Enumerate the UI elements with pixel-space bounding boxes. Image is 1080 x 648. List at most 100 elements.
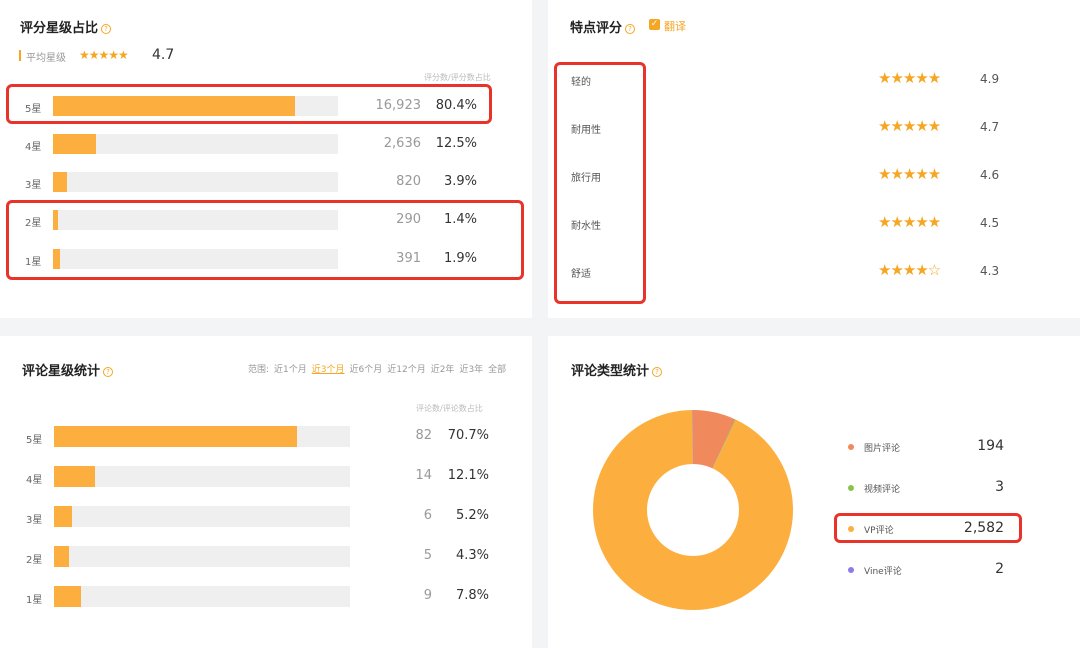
donut-hole <box>647 464 739 556</box>
stars-icon: ★★★★★ <box>878 213 941 231</box>
feature-label: 耐水性 <box>571 221 601 232</box>
row-count: 2,636 <box>383 136 421 151</box>
row-pct: 4.3% <box>455 548 489 563</box>
rating-share-title: 评分星级占比? <box>20 17 112 36</box>
features-title: 特点评分? <box>570 17 636 36</box>
help-icon[interactable]: ? <box>103 367 114 377</box>
feature-value: 4.3 <box>980 264 1000 278</box>
help-icon[interactable]: ? <box>652 367 663 377</box>
range-label: 范围: <box>248 365 270 375</box>
row-pct: 1.9% <box>443 251 477 266</box>
legend-dot <box>848 485 854 491</box>
row-label: 3星 <box>25 180 42 191</box>
feature-rating-panel <box>548 0 1080 318</box>
stars-icon: ★★★★☆ <box>878 261 941 279</box>
help-icon[interactable]: ? <box>625 24 636 34</box>
bar-fill <box>54 546 69 567</box>
row-count: 9 <box>423 588 432 603</box>
bar-fill <box>54 426 297 447</box>
row-label: 3星 <box>26 515 43 526</box>
range-option[interactable]: 近2年 <box>430 365 455 375</box>
row-pct: 12.1% <box>447 468 489 483</box>
row-label: 2星 <box>25 218 42 229</box>
row-pct: 7.8% <box>455 588 489 603</box>
avg-marker <box>19 50 21 61</box>
row-pct: 3.9% <box>443 174 477 189</box>
bar-track <box>54 506 350 527</box>
range-option[interactable]: 近3年 <box>459 365 484 375</box>
legend-value: 2,582 <box>963 520 1004 536</box>
review-type-donut <box>593 410 793 610</box>
range-option[interactable]: 近6个月 <box>349 365 383 375</box>
bar-fill <box>53 134 96 154</box>
feature-value: 4.7 <box>980 120 1000 134</box>
legend-label: 视频评论 <box>864 485 901 495</box>
help-icon[interactable]: ? <box>101 24 112 34</box>
row-pct: 80.4% <box>435 98 477 113</box>
avg-value: 4.7 <box>152 47 175 63</box>
feature-value: 4.5 <box>980 216 1000 230</box>
bar-fill <box>53 210 59 230</box>
row-label: 1星 <box>26 595 43 606</box>
row-pct: 70.7% <box>447 428 489 443</box>
bar-track <box>54 466 350 487</box>
row-pct: 5.2% <box>455 508 489 523</box>
review-stats-title: 评论星级统计? <box>22 360 114 379</box>
bar-track <box>53 249 338 269</box>
legend-label: 图片评论 <box>864 444 901 454</box>
range-option[interactable]: 近3个月 <box>311 365 345 375</box>
range-option[interactable]: 近1个月 <box>274 365 307 375</box>
rating-share-title-text: 评分星级占比 <box>20 21 99 36</box>
highlight-feature-labels <box>554 62 646 304</box>
bar-fill <box>53 96 296 116</box>
feature-value: 4.9 <box>980 72 1000 86</box>
translate-checkbox[interactable]: ✓ <box>649 19 660 30</box>
range-option[interactable]: 全部 <box>488 365 507 375</box>
bar-fill <box>53 172 68 192</box>
row-pct: 1.4% <box>443 212 477 227</box>
rating-share-hint: 评分数/评分数占比 <box>424 73 491 82</box>
row-count: 5 <box>423 548 432 563</box>
stars-icon: ★★★★★ <box>878 69 941 87</box>
row-label: 4星 <box>25 142 42 153</box>
feature-label: 耐用性 <box>571 125 601 136</box>
feature-label: 旅行用 <box>571 173 601 184</box>
row-label: 4星 <box>26 475 43 486</box>
bar-track <box>53 134 338 154</box>
row-count: 14 <box>415 468 432 483</box>
stars-icon: ★★★★★ <box>878 117 941 135</box>
row-count: 82 <box>415 428 432 443</box>
bar-track <box>54 586 350 607</box>
review-types-title: 评论类型统计? <box>571 360 663 379</box>
row-label: 5星 <box>25 104 42 115</box>
stars-icon: ★★★★★ <box>878 165 941 183</box>
range-option[interactable]: 近12个月 <box>387 365 426 375</box>
bar-fill <box>54 506 72 527</box>
feature-value: 4.6 <box>980 168 1000 182</box>
bar-track <box>54 426 350 447</box>
row-count: 820 <box>396 174 421 189</box>
bar-fill <box>54 466 96 487</box>
legend-label: VP评论 <box>864 526 894 536</box>
bar-track <box>53 172 338 192</box>
row-count: 391 <box>396 251 421 266</box>
bar-track <box>53 210 338 230</box>
features-title-text: 特点评分 <box>570 21 623 36</box>
avg-stars-icon: ★★★★★ <box>79 48 129 62</box>
legend-value: 2 <box>995 561 1004 577</box>
range-selector: 范围: 近1个月 近3个月 近6个月 近12个月 近2年 近3年 全部 <box>248 362 511 375</box>
row-count: 16,923 <box>375 98 422 113</box>
highlight-low-stars <box>6 200 524 280</box>
legend-dot <box>848 526 854 532</box>
avg-label: 平均星级 <box>26 53 66 64</box>
translate-label[interactable]: 翻译 <box>664 20 686 33</box>
review-types-title-text: 评论类型统计 <box>571 364 650 379</box>
highlight-5star <box>6 84 492 124</box>
feature-label: 轻的 <box>571 77 591 88</box>
highlight-vp-reviews <box>834 513 1022 543</box>
row-label: 1星 <box>25 257 42 268</box>
feature-label: 舒适 <box>571 269 591 280</box>
row-label: 2星 <box>26 555 43 566</box>
review-stats-hint: 评论数/评论数占比 <box>416 404 483 413</box>
bar-fill <box>53 249 60 269</box>
